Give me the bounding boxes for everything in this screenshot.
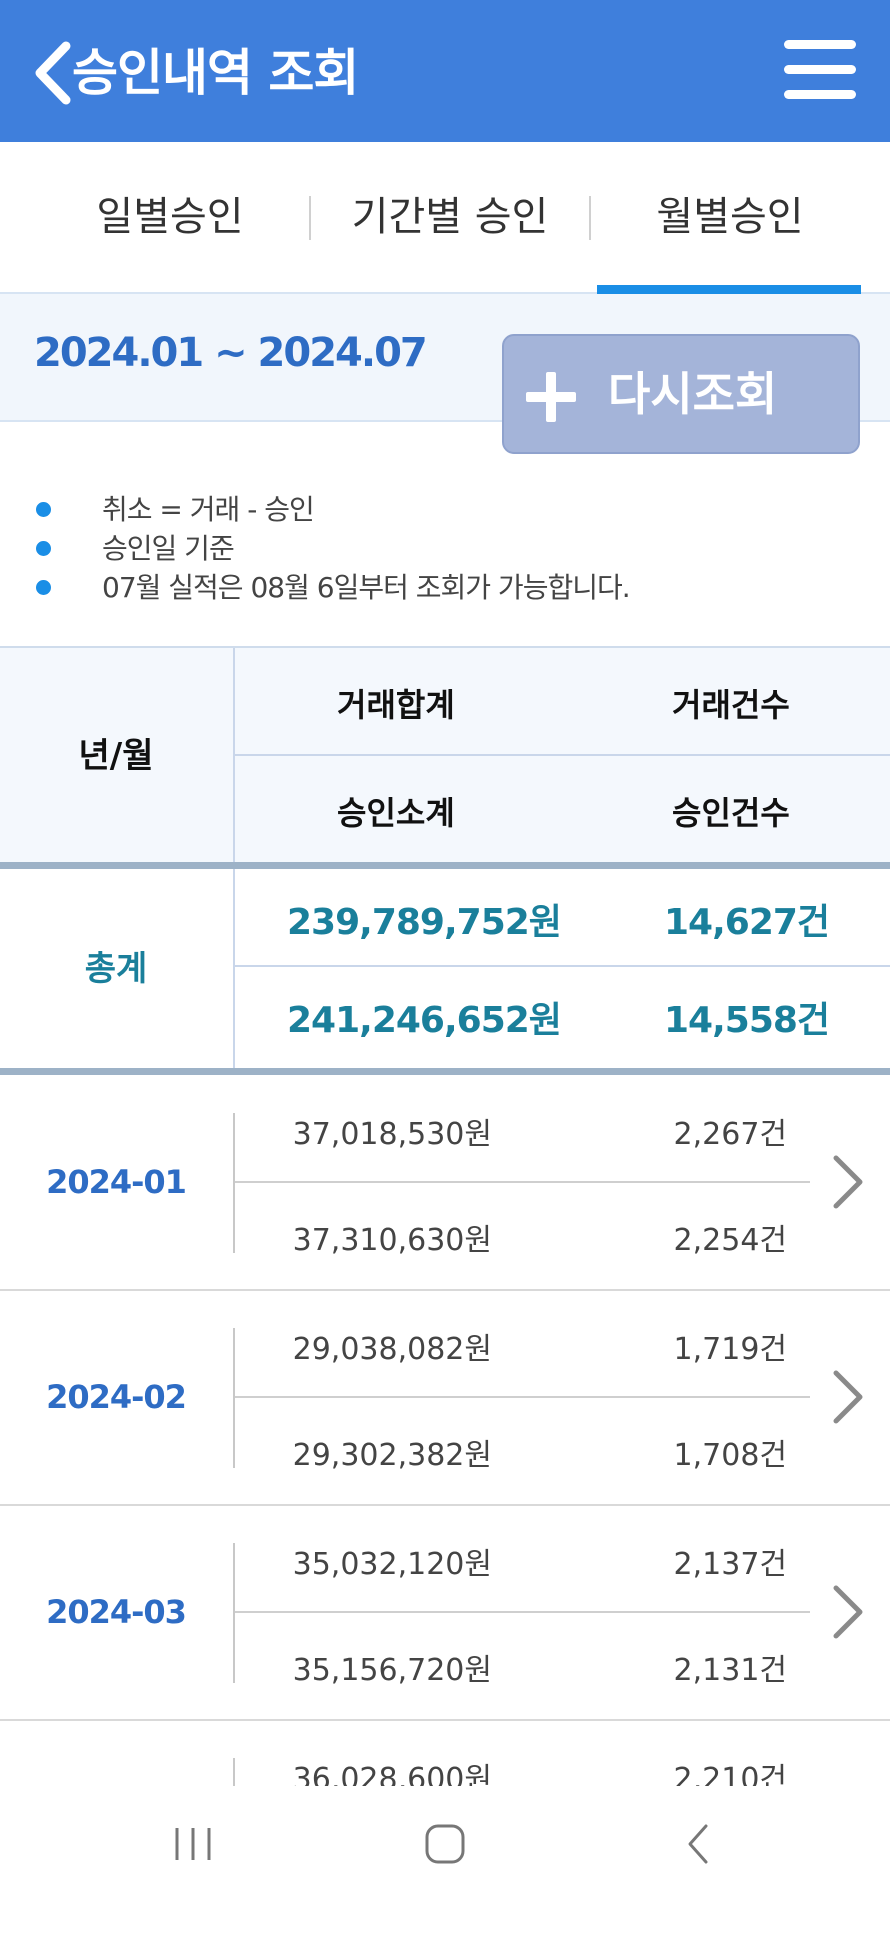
home-icon[interactable] xyxy=(415,1814,475,1874)
month-label: 2024-02 xyxy=(46,1378,187,1416)
page-title: 승인내역 조회 xyxy=(72,44,359,102)
divider xyxy=(233,869,235,1069)
header-trade-count: 거래건수 xyxy=(672,686,790,724)
trade-amount: 37,018,530원 xyxy=(292,1117,492,1152)
chevron-right-icon[interactable] xyxy=(828,1152,868,1212)
divider xyxy=(235,965,890,967)
trade-count: 2,137건 xyxy=(673,1547,787,1582)
divider xyxy=(233,648,235,864)
divider xyxy=(235,1181,810,1183)
divider xyxy=(0,1068,890,1075)
bullet-icon xyxy=(36,541,51,556)
approval-amount: 37,310,630원 xyxy=(292,1223,492,1258)
divider xyxy=(233,1543,235,1683)
hamburger-menu-icon[interactable] xyxy=(780,38,860,102)
approval-amount: 35,156,720원 xyxy=(292,1653,492,1688)
total-trade-count: 14,627건 xyxy=(664,902,830,943)
tab-divider xyxy=(589,196,591,240)
divider xyxy=(235,1396,810,1398)
bullet-icon xyxy=(36,502,51,517)
divider xyxy=(235,1611,810,1613)
chevron-right-icon[interactable] xyxy=(828,1582,868,1642)
trade-count: 1,719건 xyxy=(673,1332,787,1367)
plus-icon xyxy=(526,392,576,402)
bullet-icon xyxy=(36,580,51,595)
divider xyxy=(0,862,890,869)
total-row: 총계 239,789,752원 14,627건 241,246,652원 14,… xyxy=(0,869,890,1069)
chevron-left-icon[interactable] xyxy=(30,38,80,108)
tab-period-approval[interactable]: 기간별 승인 xyxy=(351,194,549,240)
header-approval-subtotal: 승인소계 xyxy=(337,794,455,832)
divider xyxy=(235,754,890,756)
back-icon[interactable] xyxy=(670,1814,730,1874)
approval-amount: 29,302,382원 xyxy=(292,1438,492,1473)
table-header: 년/월 거래합계 거래건수 승인소계 승인건수 xyxy=(0,646,890,864)
total-trade-amount: 239,789,752원 xyxy=(287,902,562,943)
tab-monthly-approval[interactable]: 월별승인 xyxy=(656,194,804,240)
system-nav-bar xyxy=(0,1786,890,1899)
trade-count: 2,267건 xyxy=(673,1117,787,1152)
tab-divider xyxy=(309,196,311,240)
divider xyxy=(233,1113,235,1253)
month-row[interactable]: 2024-01 37,018,530원 2,267건 37,310,630원 2… xyxy=(0,1075,890,1291)
approval-count: 2,254건 xyxy=(673,1223,787,1258)
note-item: 취소 = 거래 - 승인 xyxy=(0,490,890,529)
header-year-month: 년/월 xyxy=(78,736,154,776)
month-label: 2024-01 xyxy=(46,1163,187,1201)
divider xyxy=(233,1328,235,1468)
note-item: 승인일 기준 xyxy=(0,529,890,568)
refresh-button[interactable]: 다시조회 xyxy=(502,334,860,454)
trade-amount: 35,032,120원 xyxy=(292,1547,492,1582)
total-approval-amount: 241,246,652원 xyxy=(287,1000,562,1041)
note-item: 07월 실적은 08월 6일부터 조회가 가능합니다. xyxy=(0,568,890,607)
recent-apps-icon[interactable] xyxy=(163,1814,223,1874)
month-row[interactable]: 2024-02 29,038,082원 1,719건 29,302,382원 1… xyxy=(0,1290,890,1506)
refresh-button-label: 다시조회 xyxy=(608,367,778,421)
approval-count: 2,131건 xyxy=(673,1653,787,1688)
header-trade-total: 거래합계 xyxy=(337,686,455,724)
month-row[interactable]: 2024-03 35,032,120원 2,137건 35,156,720원 2… xyxy=(0,1505,890,1721)
total-label: 총계 xyxy=(84,949,148,989)
chevron-right-icon[interactable] xyxy=(828,1367,868,1427)
tab-bar: 일별승인 기간별 승인 월별승인 xyxy=(0,142,890,295)
header-approval-count: 승인건수 xyxy=(672,794,790,832)
period-range: 2024.01 ~ 2024.07 xyxy=(34,330,428,376)
active-tab-indicator xyxy=(597,285,861,295)
trade-amount: 29,038,082원 xyxy=(292,1332,492,1367)
approval-count: 1,708건 xyxy=(673,1438,787,1473)
tab-daily-approval[interactable]: 일별승인 xyxy=(96,194,244,240)
notes-list: 취소 = 거래 - 승인 승인일 기준 07월 실적은 08월 6일부터 조회가… xyxy=(0,490,890,607)
total-approval-count: 14,558건 xyxy=(664,1000,830,1041)
month-label: 2024-03 xyxy=(46,1593,187,1631)
app-header: 승인내역 조회 xyxy=(0,0,890,142)
